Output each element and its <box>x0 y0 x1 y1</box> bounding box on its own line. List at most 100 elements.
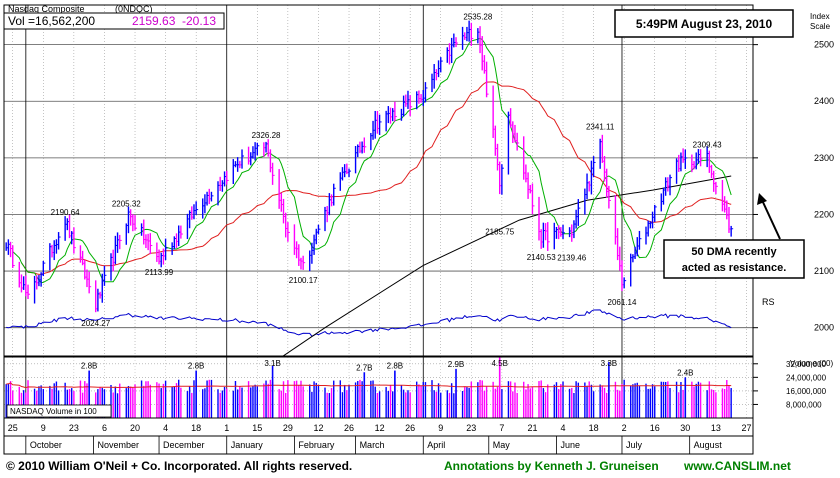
x-day-tick-label: 21 <box>527 423 537 433</box>
footer-copyright: © 2010 William O'Neil + Co. Incorporated… <box>6 459 352 473</box>
x-month-label: July <box>626 440 643 450</box>
x-day-tick-label: 12 <box>375 423 385 433</box>
price-label: 2205.32 <box>112 199 141 208</box>
annotation-arrow <box>761 199 781 240</box>
x-day-tick-label: 25 <box>8 423 18 433</box>
volume-label: 2.8B <box>387 362 403 371</box>
price-labels: 2190.64 2024.27 2205.32 2113.99 2326.28 2100.… <box>51 13 722 378</box>
volume-label: 3.1B <box>264 359 280 368</box>
grid <box>4 5 758 418</box>
volume-legend-box <box>6 404 112 418</box>
price-label: 2185.75 <box>485 228 514 237</box>
x-day-tick-label: 12 <box>313 423 323 433</box>
index-name: Nasdaq Composite <box>8 4 85 14</box>
ma200-polyline <box>282 175 732 356</box>
x-month-label: April <box>427 440 445 450</box>
price-plot-border <box>3 4 754 357</box>
header-box <box>3 12 225 30</box>
price-label: 2190.64 <box>51 208 80 217</box>
last-price: 2159.63 <box>132 14 176 28</box>
price-tick-label: 2100 <box>814 266 834 276</box>
x-day-tick-label: 18 <box>191 423 201 433</box>
x-day-tick-label: 6 <box>102 423 107 433</box>
x-day-tick-label: 1 <box>224 423 229 433</box>
volume-tick-label: 16,000,000 <box>786 387 827 396</box>
volume-plot <box>5 357 732 418</box>
price-label: 2326.28 <box>252 131 281 140</box>
ma50-line <box>12 37 732 284</box>
price-tick-label: 2300 <box>814 153 834 163</box>
price-label: 2341.11 <box>586 123 615 132</box>
x-day-tick-label: 23 <box>466 423 476 433</box>
rs-label: RS <box>762 297 775 307</box>
volume-tick-label: 32,000,000 <box>786 360 827 369</box>
ma-short-line <box>21 81 732 275</box>
x-day-tick-label: 27 <box>741 423 751 433</box>
x-day-tick-label: 23 <box>69 423 79 433</box>
price-plot <box>5 20 734 356</box>
price-label: 2309.43 <box>693 141 722 150</box>
price-bars <box>5 20 734 313</box>
price-axis-title-1: Index <box>810 12 830 21</box>
volume-label: 3.3B <box>601 359 617 368</box>
price-tick-label: 2500 <box>814 40 834 50</box>
x-month-label: October <box>30 440 62 450</box>
x-day-tick-label: 30 <box>680 423 690 433</box>
price-axis-title-2: Scale <box>810 22 831 31</box>
x-day-tick-label: 4 <box>561 423 566 433</box>
volume-tick-label: 24,000,000 <box>786 373 827 382</box>
x-month-label: August <box>694 440 723 450</box>
annotation-arrow-head <box>757 193 767 205</box>
x-month-label: December <box>163 440 205 450</box>
annotation-line2: acted as resistance. <box>682 262 787 274</box>
timestamp: 5:49PM August 23, 2010 <box>636 17 773 31</box>
price-label: 2024.27 <box>81 319 110 328</box>
x-month-label: May <box>493 440 511 450</box>
volume-tick-label: 8,000,000 <box>786 400 822 409</box>
footer-website: www.CANSLIM.net <box>683 459 791 473</box>
price-label: 2535.28 <box>463 13 492 22</box>
x-month-label: January <box>231 440 264 450</box>
price-label: 2061.14 <box>608 298 637 307</box>
timestamp-box <box>614 9 794 38</box>
x-day-tick-label: 20 <box>130 423 140 433</box>
x-month-label: June <box>560 440 580 450</box>
price-axis: Index Scale 2500 2400 2300 2200 2100 2000 <box>810 12 834 333</box>
x-day-tick-label: 18 <box>589 423 599 433</box>
ma200-line <box>282 175 732 356</box>
price-label: 2139.46 <box>557 254 586 263</box>
x-axis: 25 9 23 6 20 4 18 1 15 29 12 26 12 26 9 23 7 21 4 18 2 16 30 13… <box>8 423 751 454</box>
volume-label: 2.8B <box>81 362 97 371</box>
ma50-polyline <box>12 37 732 284</box>
x-day-tick-label: 4 <box>163 423 168 433</box>
volume-label: 2.7B <box>356 363 372 372</box>
x-day-tick-label: 29 <box>283 423 293 433</box>
x-month-label: March <box>360 440 385 450</box>
price-tick-label: 2400 <box>814 96 834 106</box>
volume-label: 2.9B <box>448 360 464 369</box>
volume-label: 4.5B <box>491 359 507 368</box>
rs-line <box>6 309 732 337</box>
x-day-tick-label: 15 <box>252 423 262 433</box>
footer-annotations: Annotations by Kenneth J. Gruneisen <box>444 459 659 473</box>
x-day-tick-label: 9 <box>438 423 443 433</box>
index-symbol: (0NDQC) <box>115 4 153 14</box>
price-tick-label: 2200 <box>814 209 834 219</box>
volume-axis-title: Volume (00) <box>790 359 833 368</box>
x-day-tick-label: 7 <box>499 423 504 433</box>
x-day-tick-label: 26 <box>344 423 354 433</box>
volume-legend: NASDAQ Volume in 100 <box>10 407 97 416</box>
rs-polyline <box>6 309 732 337</box>
ma-short-polyline <box>21 81 732 275</box>
volume-label: 2.8B <box>188 362 204 371</box>
x-day-tick-label: 13 <box>711 423 721 433</box>
x-day-tick-label: 2 <box>622 423 627 433</box>
price-tick-label: 2000 <box>814 323 834 333</box>
volume-axis: Volume (00) 32,000,000 24,000,000 16,000,0… <box>786 359 833 409</box>
volume-label: 2.4B <box>677 368 693 377</box>
volume-readout: Vol =16,562,200 <box>8 14 95 28</box>
price-change: -20.13 <box>182 14 216 28</box>
x-day-tick-label: 16 <box>650 423 660 433</box>
volume-ma-line <box>6 382 732 389</box>
